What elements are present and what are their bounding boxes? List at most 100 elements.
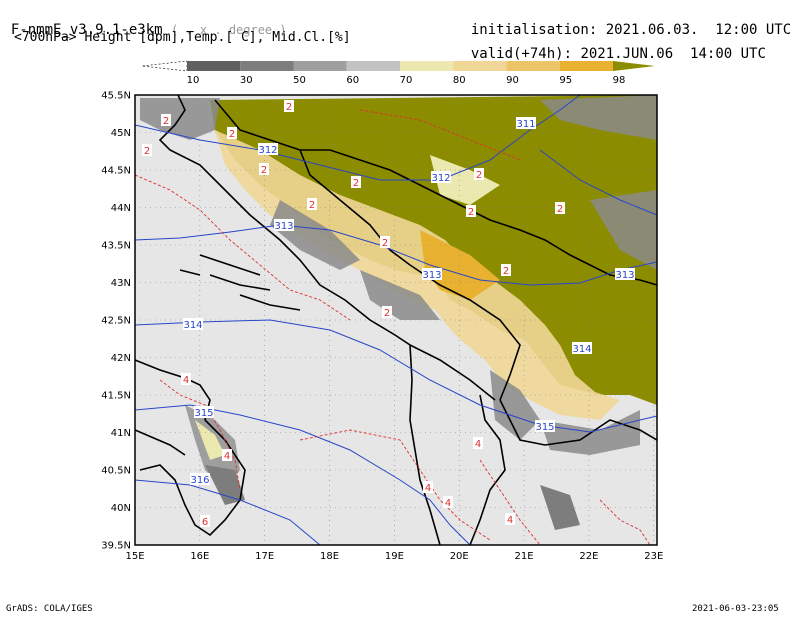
longitude-label: 17E — [255, 551, 274, 562]
valid-label: valid(+74h): — [470, 46, 573, 62]
colorbar: 10 30 50 60 70 80 90 95 98 — [141, 60, 655, 86]
temperature-contour-label: 2 — [163, 116, 169, 127]
temp-label-box — [259, 163, 269, 175]
coast-border-line — [299, 149, 411, 266]
temperature-contour-label: 2 — [384, 308, 390, 319]
temperature-contour-label: 2 — [229, 129, 235, 140]
temp-label-box — [222, 449, 232, 461]
grid-resolution: ( . x . degree ) — [171, 23, 287, 37]
temp-label-box — [466, 205, 476, 217]
colorbar-tick-label: 98 — [613, 75, 626, 86]
temperature-contour-label: 2 — [557, 204, 563, 215]
colorbar-segment — [240, 61, 294, 71]
height-contour-label: 311 — [516, 119, 535, 130]
temp-label-box — [473, 437, 483, 449]
colorbar-tick-label: 95 — [559, 75, 572, 86]
colorbar-high-triangle — [613, 61, 655, 71]
colorbar-segment — [506, 61, 560, 71]
temperature-contour-label: 2 — [286, 102, 292, 113]
initialisation-line: initialisation: 2021.06.03. 12:00 UTC — [454, 6, 791, 38]
temp-label-box — [380, 236, 390, 248]
height-contour — [539, 149, 657, 216]
latitude-label: 41.5N — [101, 391, 131, 402]
coast-border-line — [214, 99, 411, 181]
coast-border-line — [199, 254, 261, 276]
colorbar-tick-label: 70 — [400, 75, 413, 86]
colorbar-tick-label: 90 — [506, 75, 519, 86]
valid-line: valid(+74h): 2021.JUN.06 14:00 UTC — [454, 30, 766, 62]
init-value: 2021.06.03. 12:00 UTC — [605, 22, 792, 38]
height-contour-label: 313 — [422, 270, 441, 281]
cloud-area-light — [430, 155, 500, 205]
height-label-box — [431, 171, 451, 183]
temp-label-box — [382, 306, 392, 318]
temperature-contour-label: 2 — [144, 146, 150, 157]
longitude-label: 19E — [385, 551, 404, 562]
axis-labels: 45.5N 45N 44.5N 44N 43.5N 43N 42.5N 42N 41.5N 41N… — [101, 91, 663, 563]
height-contour-label: 315 — [535, 422, 554, 433]
coast-border-line — [158, 95, 441, 545]
latitude-label: 41N — [111, 428, 131, 439]
temperature-contour-label: 4 — [183, 375, 189, 386]
height-label-box — [190, 473, 210, 485]
height-label-box — [535, 420, 555, 432]
colorbar-segment — [346, 61, 400, 71]
height-contour-label: 313 — [274, 221, 293, 232]
latitude-label: 43.5N — [101, 241, 131, 252]
colorbar-tick-label: 60 — [346, 75, 359, 86]
cloud-area-grey — [270, 200, 360, 270]
height-contour-label: 315 — [194, 408, 213, 419]
temperature-contour-label: 4 — [224, 451, 230, 462]
coast-border-line — [239, 294, 301, 311]
latitude-label: 45N — [111, 128, 131, 139]
longitude-label: 16E — [190, 551, 209, 562]
latitude-label: 42N — [111, 353, 131, 364]
temperature-contour-label: 6 — [202, 517, 208, 528]
latitude-label: 40.5N — [101, 466, 131, 477]
latitude-label: 45.5N — [101, 91, 131, 102]
temp-label-box — [351, 176, 361, 188]
colorbar-tick-label: 30 — [240, 75, 253, 86]
temp-label-box — [474, 168, 484, 180]
temp-label-box — [227, 127, 237, 139]
height-label-box — [274, 219, 294, 231]
longitude-label: 21E — [515, 551, 534, 562]
coast-border-line — [469, 394, 506, 545]
temperature-contour-label: 4 — [475, 439, 481, 450]
model-name: F-nmmE_v3.9.1-e3km — [10, 22, 163, 38]
height-contour — [135, 224, 657, 286]
height-label-box — [516, 117, 536, 129]
init-label: initialisation: — [470, 22, 598, 38]
cloud-area-grey — [140, 98, 220, 140]
temperature-contour-label: 2 — [503, 266, 509, 277]
height-contour-label: 312 — [431, 173, 450, 184]
height-contour — [135, 319, 657, 433]
temperature-contour-label: 2 — [353, 178, 359, 189]
height-contour-label: 312 — [258, 145, 277, 156]
latitude-label: 42.5N — [101, 316, 131, 327]
temperature-contour — [135, 174, 351, 321]
longitude-label: 20E — [450, 551, 469, 562]
footer-timestamp: 2021-06-03-23:05 — [692, 604, 779, 614]
fields-description: <700hPa> Height [dpm],Temp.[ C], Mid.Cl.… — [14, 30, 351, 45]
temperature-contour-label: 4 — [507, 515, 513, 526]
temp-label-box — [423, 481, 433, 493]
valid-value: 2021.JUN.06 14:00 UTC — [580, 46, 766, 62]
map-frame — [134, 94, 658, 546]
longitude-label: 23E — [644, 551, 663, 562]
coast-border-line — [409, 264, 521, 401]
cloud-area-grey — [490, 370, 540, 440]
height-label-box — [422, 268, 442, 280]
temp-label-box — [505, 513, 515, 525]
temp-label-box — [200, 515, 210, 527]
latitude-label: 43N — [111, 278, 131, 289]
colorbar-tick-label: 80 — [453, 75, 466, 86]
coast-border-line — [409, 344, 496, 401]
height-label-box — [615, 268, 635, 280]
temperature-contour-label: 2 — [382, 238, 388, 249]
cloud-area-grey — [205, 465, 245, 505]
height-contour — [135, 479, 321, 545]
coast-border-line — [209, 274, 271, 291]
lat-lon-grid — [135, 95, 657, 545]
